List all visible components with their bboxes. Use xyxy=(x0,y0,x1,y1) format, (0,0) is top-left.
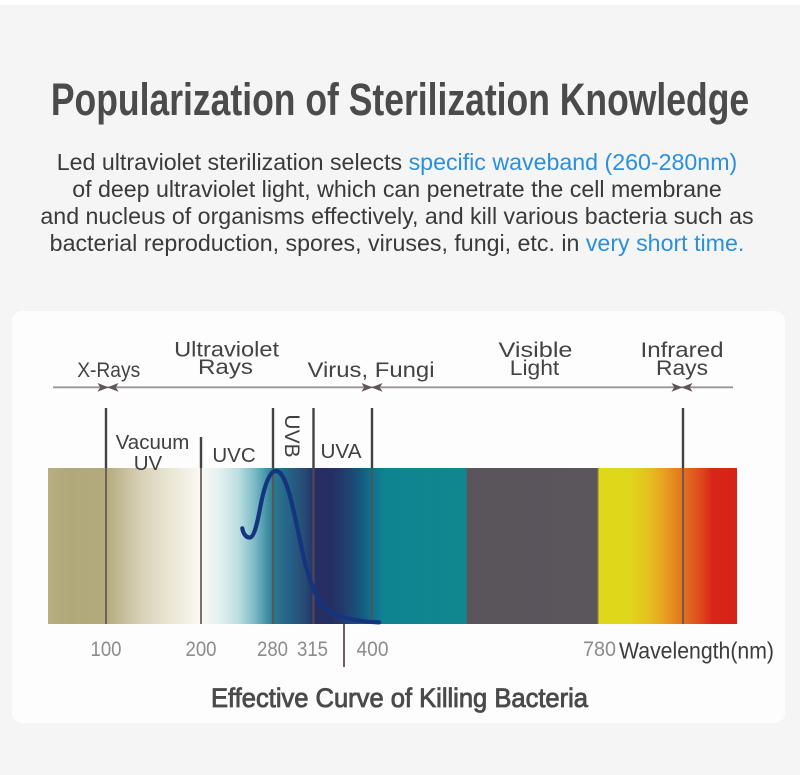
svg-text:Effective Curve of Killing Bac: Effective Curve of Killing Bacteria xyxy=(211,683,589,713)
svg-text:Virus, Fungi: Virus, Fungi xyxy=(308,358,435,382)
svg-text:UV: UV xyxy=(134,452,163,475)
svg-text:X-Rays: X-Rays xyxy=(77,358,140,382)
svg-text:280: 280 xyxy=(257,637,288,661)
svg-text:UVC: UVC xyxy=(212,444,255,467)
svg-text:Wavelength(nm): Wavelength(nm) xyxy=(619,638,774,664)
svg-text:780: 780 xyxy=(583,637,616,661)
svg-text:Light: Light xyxy=(510,356,560,380)
svg-text:Rays: Rays xyxy=(198,355,253,379)
svg-text:Visible: Visible xyxy=(499,338,573,362)
svg-text:Vacuum: Vacuum xyxy=(116,431,190,454)
svg-text:200: 200 xyxy=(186,637,217,661)
svg-text:100: 100 xyxy=(91,637,122,661)
svg-text:400: 400 xyxy=(357,637,389,661)
svg-text:UVB: UVB xyxy=(280,414,303,457)
svg-text:315: 315 xyxy=(297,637,328,661)
svg-text:Infrared: Infrared xyxy=(641,338,724,362)
svg-text:Rays: Rays xyxy=(656,356,708,380)
svg-text:Ultraviolet: Ultraviolet xyxy=(174,338,279,362)
svg-text:UVA: UVA xyxy=(321,440,362,463)
